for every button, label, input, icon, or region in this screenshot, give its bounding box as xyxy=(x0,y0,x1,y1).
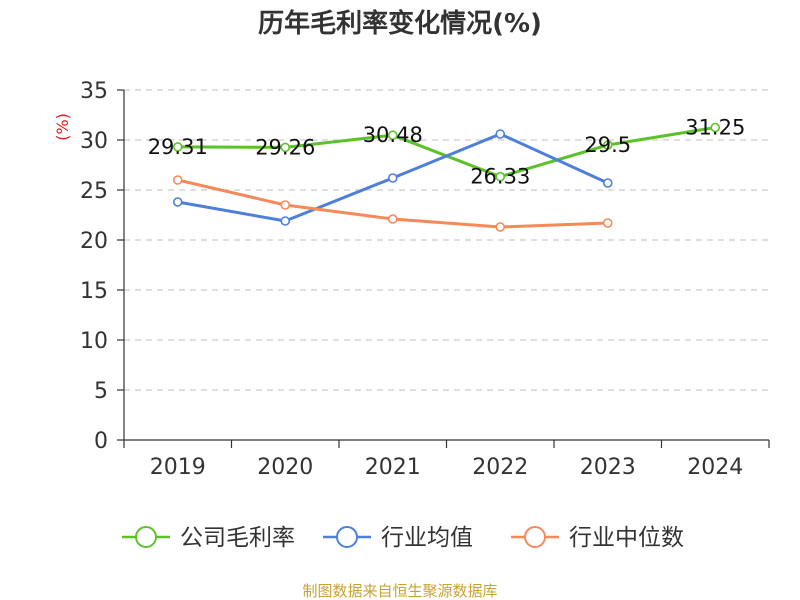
x-tick-label: 2024 xyxy=(687,455,743,480)
x-tick-label: 2021 xyxy=(365,455,421,480)
data-point xyxy=(495,171,506,182)
grid-lines xyxy=(124,89,769,391)
data-point xyxy=(280,216,291,226)
y-tick-label: 0 xyxy=(94,429,108,454)
data-label: 31.25 xyxy=(685,116,745,140)
data-point xyxy=(602,178,613,188)
y-tick-label: 25 xyxy=(80,179,108,204)
legend-marker xyxy=(135,526,157,548)
data-point xyxy=(387,130,398,140)
legend-label: 公司毛利率 xyxy=(180,525,295,551)
x-tick-label: 2019 xyxy=(150,455,206,480)
y-tick-label: 35 xyxy=(80,79,108,104)
x-tick-label: 2020 xyxy=(257,455,313,480)
data-point xyxy=(280,142,291,153)
data-point xyxy=(710,122,721,133)
data-label: 29.31 xyxy=(148,135,208,159)
data-point xyxy=(280,200,291,210)
data-point xyxy=(172,142,183,152)
y-tick-label: 15 xyxy=(80,279,108,304)
data-point xyxy=(172,175,183,185)
y-tick-label: 10 xyxy=(80,329,108,354)
data-labels: 29.31 29.26 30.48 26.33 29.5 31.25 xyxy=(148,116,746,189)
y-axis-unit: (%) xyxy=(53,113,72,141)
legend-label: 行业均值 xyxy=(381,525,473,551)
data-point xyxy=(495,222,506,232)
y-tick-label: 30 xyxy=(80,129,108,154)
legend: 公司毛利率 行业均值 行业中位数 xyxy=(122,525,684,551)
legend-label: 行业中位数 xyxy=(569,525,684,551)
source-note: 制图数据来自恒生聚源数据库 xyxy=(302,582,497,600)
data-label: 30.48 xyxy=(363,123,423,147)
data-label: 29.26 xyxy=(255,135,315,159)
data-label: 29.5 xyxy=(584,133,631,157)
data-point xyxy=(387,214,398,224)
x-tick-label: 2023 xyxy=(580,455,636,480)
data-point xyxy=(172,197,183,207)
axes: 0 5 10 15 20 25 30 35 2019 2020 2021 2022 2023 2024 xyxy=(80,79,770,480)
y-tick-label: 5 xyxy=(94,379,108,404)
data-label: 26.33 xyxy=(470,165,530,189)
legend-marker xyxy=(524,526,546,548)
data-point xyxy=(495,129,506,139)
legend-marker xyxy=(336,526,358,548)
legend-item: 行业均值 xyxy=(323,525,473,551)
data-point xyxy=(602,218,613,228)
chart-title: 历年毛利率变化情况(%) xyxy=(258,8,542,39)
y-tick-label: 20 xyxy=(80,229,108,254)
legend-item: 行业中位数 xyxy=(511,525,684,551)
series-layer xyxy=(172,122,721,232)
data-point xyxy=(602,140,613,150)
legend-item: 公司毛利率 xyxy=(122,525,295,551)
data-point xyxy=(387,173,398,183)
x-tick-label: 2022 xyxy=(472,455,528,480)
